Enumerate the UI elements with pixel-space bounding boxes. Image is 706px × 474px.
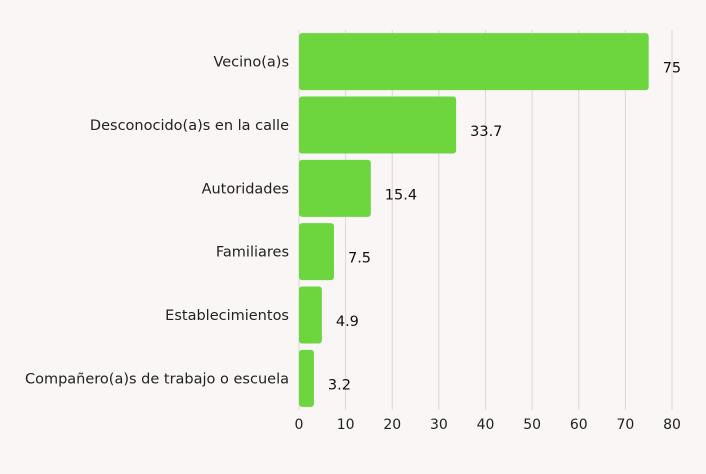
x-tick-label-0: 0	[295, 417, 304, 433]
x-tick-label-6: 60	[570, 417, 588, 433]
grid-lines	[298, 30, 673, 410]
x-tick-label-3: 30	[430, 417, 448, 433]
value-label-3: 7.5	[348, 251, 371, 267]
x-tick-label-4: 40	[477, 417, 495, 433]
x-tick-label-1: 10	[337, 417, 355, 433]
bar-1	[299, 96, 457, 154]
bars	[299, 33, 649, 407]
category-label-1: Desconocido(a)s en la calle	[90, 118, 289, 134]
x-tick-label-7: 70	[616, 417, 634, 433]
category-label-5: Compañero(a)s de trabajo o escuela	[25, 371, 289, 387]
bar-4	[299, 286, 322, 344]
category-label-3: Familiares	[216, 245, 289, 261]
x-axis-ticks: 0 10 20 30 40 50 60 70 80	[295, 417, 681, 433]
value-label-2: 15.4	[385, 187, 417, 203]
bar-2	[299, 159, 371, 217]
value-label-1: 33.7	[470, 124, 502, 140]
value-labels: 75 33.7 15.4 7.5 4.9 3.2	[328, 61, 681, 394]
value-label-0: 75	[663, 61, 681, 77]
category-label-2: Autoridades	[202, 181, 289, 197]
value-label-5: 3.2	[328, 377, 351, 393]
bar-3	[299, 223, 334, 281]
x-tick-label-8: 80	[663, 417, 681, 433]
value-label-4: 4.9	[336, 314, 359, 330]
category-label-4: Establecimientos	[165, 308, 289, 324]
category-labels: Vecino(a)s Desconocido(a)s en la calle Aut…	[25, 55, 289, 388]
x-tick-label-5: 50	[523, 417, 541, 433]
bar-0	[299, 33, 649, 91]
x-tick-label-2: 20	[383, 417, 401, 433]
category-label-0: Vecino(a)s	[213, 55, 289, 71]
bar-5	[299, 349, 314, 407]
